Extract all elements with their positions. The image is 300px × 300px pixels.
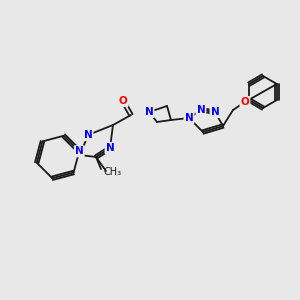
Text: N: N: [211, 107, 219, 117]
Text: N: N: [196, 105, 206, 115]
Text: N: N: [184, 113, 194, 123]
Text: O: O: [118, 96, 127, 106]
Text: N: N: [84, 130, 92, 140]
Text: CH₃: CH₃: [104, 167, 122, 177]
Text: N: N: [145, 107, 153, 117]
Text: N: N: [75, 146, 84, 156]
Text: N: N: [106, 143, 114, 153]
Text: O: O: [241, 97, 249, 107]
